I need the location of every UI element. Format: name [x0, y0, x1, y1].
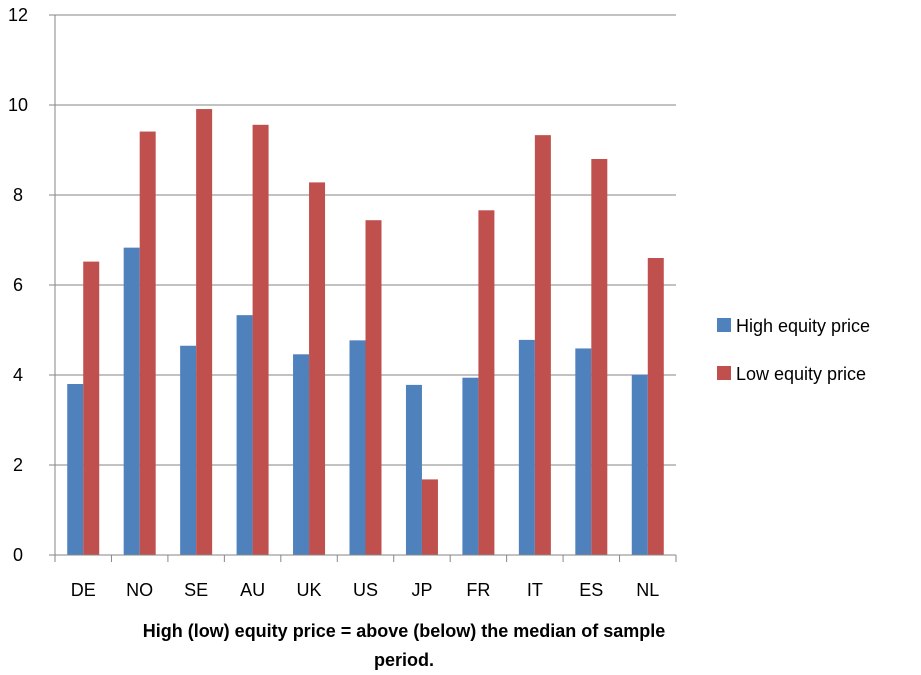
y-tick-label: 0: [13, 545, 23, 565]
x-tick-label: SE: [184, 580, 208, 600]
bar-high-fr: [462, 377, 479, 555]
bar-high-nl: [631, 374, 648, 555]
bar-low-no: [139, 131, 156, 556]
bar-low-uk: [309, 182, 326, 555]
y-tick-label: 2: [13, 455, 23, 475]
axes: [49, 14, 677, 562]
bar-high-de: [67, 384, 84, 555]
bar-high-es: [575, 348, 592, 555]
bar-high-jp: [405, 384, 422, 555]
y-tick-label: 8: [13, 185, 23, 205]
bar-low-se: [196, 109, 213, 556]
bar-low-au: [252, 124, 269, 556]
x-tick-label: NO: [126, 580, 153, 600]
legend-label-low: Low equity price: [736, 364, 866, 384]
tick-labels: 0 2 4 6 8 10 12 DE NO SE AU UK US JP FR IT ES NL: [8, 5, 659, 600]
y-tick-label: 6: [13, 275, 23, 295]
y-tick-label: 12: [8, 5, 28, 25]
legend-label-high: High equity price: [736, 316, 870, 336]
x-axis-label: High (low) equity price = above (below) …: [143, 621, 666, 670]
bar-high-uk: [293, 354, 310, 555]
y-tick-label: 10: [8, 95, 28, 115]
x-tick-label: DE: [71, 580, 96, 600]
bars: [67, 109, 664, 556]
x-tick-label: UK: [297, 580, 322, 600]
bar-low-it: [534, 135, 551, 555]
x-tick-label: IT: [527, 580, 543, 600]
x-axis-label-line: period.: [374, 650, 434, 670]
x-tick-label: JP: [411, 580, 432, 600]
bar-low-us: [365, 220, 382, 555]
x-axis-label-line: High (low) equity price = above (below) …: [143, 621, 666, 641]
bar-low-nl: [647, 258, 664, 555]
x-tick-label: AU: [240, 580, 265, 600]
x-tick-label: US: [353, 580, 378, 600]
bar-high-au: [236, 315, 253, 555]
y-tick-label: 4: [13, 365, 23, 385]
x-tick-label: NL: [636, 580, 659, 600]
bar-low-es: [591, 159, 608, 555]
legend: High equity price Low equity price: [717, 316, 870, 384]
bar-low-fr: [478, 210, 495, 556]
bar-high-it: [518, 339, 535, 555]
x-tick-label: FR: [466, 580, 490, 600]
bar-high-se: [180, 345, 197, 555]
bar-low-jp: [421, 479, 438, 555]
bar-high-us: [349, 340, 366, 555]
bar-high-no: [123, 247, 140, 555]
legend-swatch-low: [717, 366, 731, 380]
x-tick-label: ES: [579, 580, 603, 600]
bar-low-de: [83, 261, 100, 555]
legend-swatch-high: [717, 318, 731, 332]
